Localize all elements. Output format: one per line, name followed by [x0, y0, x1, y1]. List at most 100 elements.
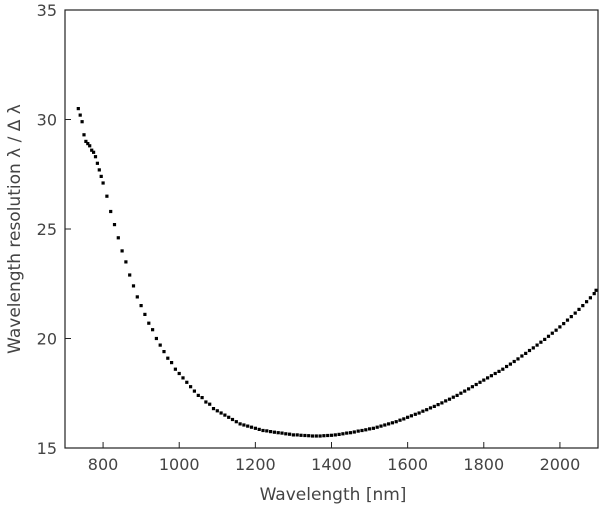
- x-axis-title: Wavelength [nm]: [260, 485, 407, 505]
- data-point: [516, 357, 520, 361]
- data-point: [101, 181, 105, 185]
- data-point: [257, 427, 261, 431]
- data-point: [394, 420, 398, 424]
- data-point: [238, 422, 242, 426]
- y-tick-label: 30: [37, 111, 57, 130]
- data-point: [181, 376, 185, 380]
- data-point: [467, 387, 471, 391]
- data-point: [341, 432, 345, 436]
- data-point: [307, 434, 311, 438]
- data-point: [402, 417, 406, 421]
- data-point: [200, 396, 204, 400]
- data-point: [223, 413, 227, 417]
- data-point: [562, 322, 566, 326]
- data-point: [444, 399, 448, 403]
- data-point: [436, 403, 440, 407]
- data-point: [246, 424, 250, 428]
- data-point: [527, 348, 532, 353]
- data-point: [565, 318, 570, 322]
- data-point: [417, 411, 421, 415]
- data-point: [592, 292, 596, 296]
- data-point: [97, 168, 101, 172]
- data-point: [322, 434, 326, 438]
- data-point: [303, 433, 307, 438]
- data-point: [546, 334, 551, 338]
- data-point: [505, 364, 509, 369]
- y-tick-label: 25: [37, 220, 57, 239]
- data-point: [92, 150, 96, 154]
- data-point: [520, 354, 524, 358]
- data-point: [478, 380, 482, 384]
- data-point: [269, 430, 273, 434]
- data-point: [143, 312, 147, 316]
- data-point: [539, 340, 543, 344]
- data-point: [329, 433, 334, 437]
- data-point: [158, 343, 162, 347]
- data-point: [326, 433, 330, 438]
- data-point: [577, 307, 581, 311]
- data-point: [93, 155, 98, 159]
- data-point: [364, 428, 368, 432]
- data-point: [276, 431, 280, 435]
- data-point: [253, 426, 257, 430]
- data-point: [78, 113, 82, 117]
- data-point: [470, 385, 474, 389]
- data-point: [535, 343, 539, 347]
- data-point: [333, 433, 337, 437]
- x-tick-label: 800: [88, 455, 119, 474]
- data-point: [531, 346, 535, 350]
- data-point: [409, 414, 413, 418]
- data-point: [432, 404, 436, 408]
- data-point: [272, 430, 276, 434]
- data-point: [170, 361, 174, 365]
- data-point: [569, 315, 573, 319]
- data-point: [573, 311, 577, 315]
- data-point: [585, 300, 589, 304]
- data-point: [128, 273, 132, 277]
- data-point: [508, 362, 512, 366]
- data-point: [459, 391, 463, 395]
- data-point: [90, 148, 94, 152]
- data-point: [120, 249, 124, 253]
- data-point: [299, 433, 303, 437]
- data-point: [390, 421, 394, 425]
- data-point: [177, 371, 181, 376]
- data-point: [84, 139, 88, 143]
- data-point: [105, 194, 109, 198]
- data-points: [76, 107, 598, 438]
- data-point: [80, 120, 84, 124]
- data-point: [291, 433, 295, 437]
- data-point: [543, 337, 547, 341]
- data-point: [387, 422, 391, 426]
- data-point: [219, 411, 223, 415]
- x-tick-label: 1600: [387, 455, 428, 474]
- y-tick-label: 35: [37, 1, 57, 20]
- data-point: [173, 367, 177, 371]
- data-point: [242, 423, 246, 427]
- data-point: [524, 351, 528, 355]
- data-point: [588, 296, 592, 300]
- data-point: [447, 397, 452, 401]
- data-point: [360, 428, 364, 433]
- y-axis: 15 20 25 30 35: [37, 1, 71, 458]
- data-point: [314, 434, 318, 438]
- data-point: [151, 328, 155, 332]
- data-point: [192, 389, 196, 393]
- data-point: [211, 407, 216, 411]
- data-point: [501, 367, 505, 371]
- y-axis-title: Wavelength resolution λ / Δ λ: [5, 104, 25, 354]
- data-point: [234, 420, 238, 424]
- data-point: [463, 389, 467, 393]
- data-point: [280, 431, 284, 435]
- data-point: [398, 418, 402, 422]
- data-point: [131, 284, 136, 288]
- data-point: [482, 378, 486, 382]
- data-point: [154, 336, 158, 341]
- plot-frame: [64, 9, 599, 449]
- data-point: [489, 374, 493, 378]
- data-point: [249, 425, 254, 429]
- data-point: [86, 142, 90, 146]
- data-point: [581, 304, 585, 308]
- data-point: [139, 304, 143, 308]
